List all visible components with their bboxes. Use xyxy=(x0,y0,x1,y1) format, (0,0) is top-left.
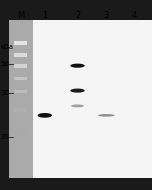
Ellipse shape xyxy=(70,64,85,68)
Bar xyxy=(9,20,33,178)
Ellipse shape xyxy=(98,114,115,117)
Ellipse shape xyxy=(71,105,84,107)
Bar xyxy=(14,77,27,80)
Text: 30: 30 xyxy=(0,90,9,96)
Text: 2: 2 xyxy=(75,11,80,20)
Text: 20: 20 xyxy=(0,134,9,140)
Bar xyxy=(9,20,152,178)
Bar xyxy=(14,90,27,93)
Text: 3: 3 xyxy=(104,11,109,20)
Bar xyxy=(14,131,27,135)
Bar xyxy=(14,64,27,68)
Bar xyxy=(14,53,27,57)
Text: 50: 50 xyxy=(0,61,9,67)
Text: 1: 1 xyxy=(42,11,47,20)
Ellipse shape xyxy=(70,89,85,93)
Bar xyxy=(14,41,27,45)
Ellipse shape xyxy=(38,113,52,118)
Bar xyxy=(14,108,27,112)
Text: 4: 4 xyxy=(131,11,136,20)
Text: kDa: kDa xyxy=(0,44,13,50)
Text: M: M xyxy=(17,11,24,20)
